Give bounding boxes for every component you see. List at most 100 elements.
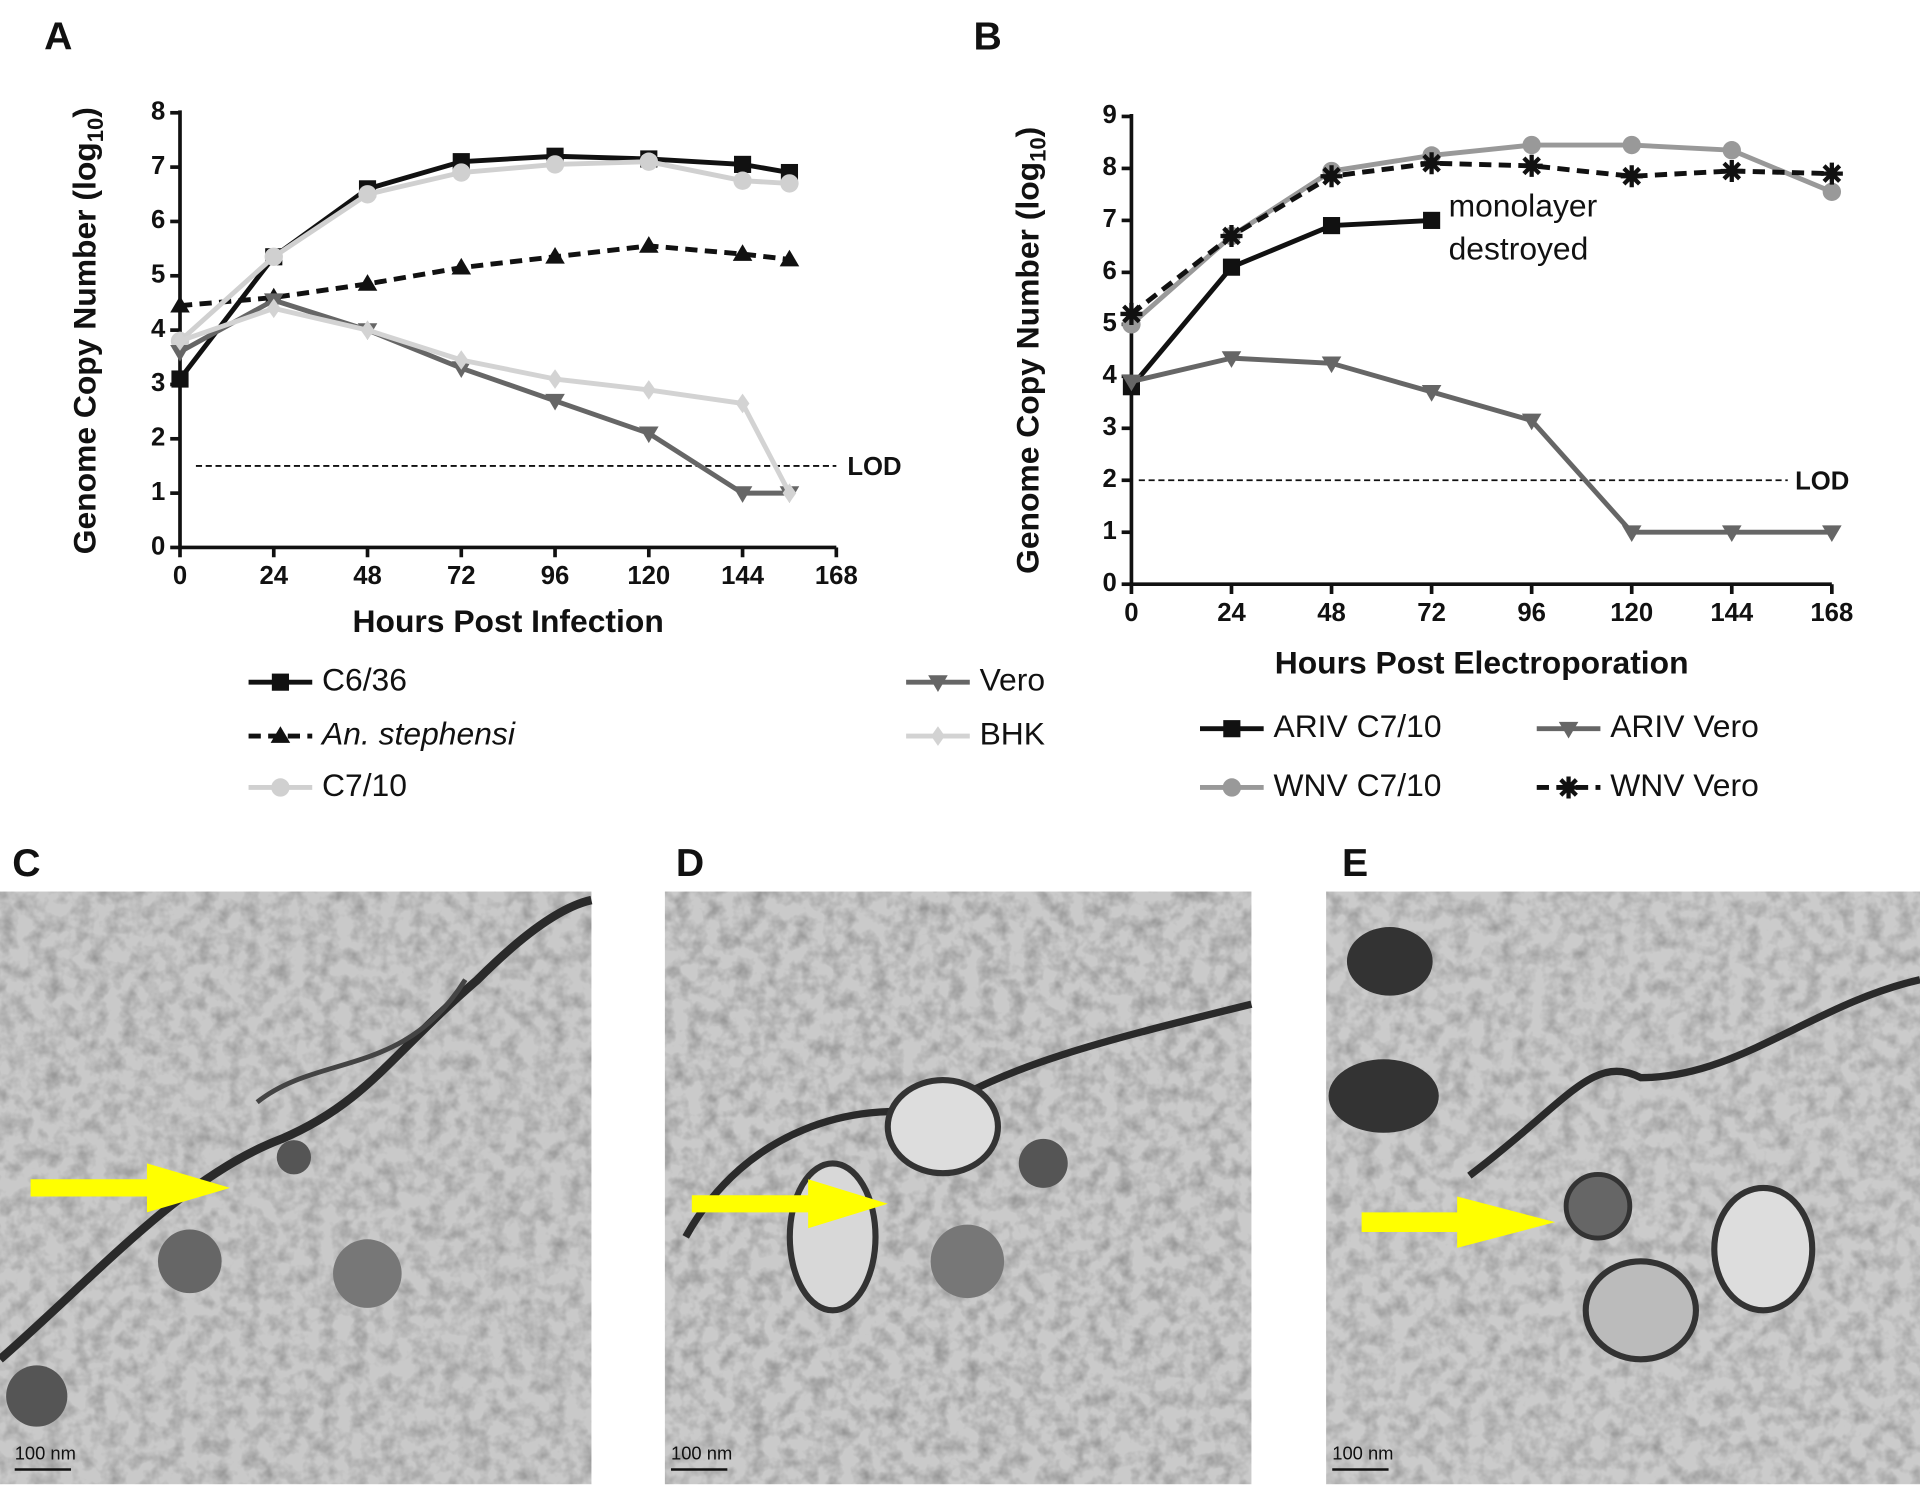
series-line	[179, 305, 792, 495]
marker	[732, 486, 753, 503]
marker	[358, 185, 377, 204]
y-axis-label-part: 10	[1026, 137, 1051, 162]
panel-label: E	[1342, 842, 1368, 885]
marker	[1520, 154, 1543, 177]
scale-bar-label: 100 nm	[15, 1443, 76, 1464]
panel-label: C	[12, 842, 40, 885]
marker	[545, 393, 565, 411]
marker	[1220, 224, 1243, 248]
marker	[733, 171, 752, 190]
legend-label: WNV C7/10	[1273, 767, 1441, 803]
chart: B 0 1 2 3 4 5 6 7 8 9 0 24 48 72 96 120 144 168 Hours Post …	[973, 16, 1853, 803]
x-axis-label: Hours Post Infection	[353, 603, 664, 639]
marker	[454, 350, 469, 370]
marker	[1521, 413, 1542, 431]
legend-marker	[1223, 720, 1241, 738]
x-tick-label: 72	[1417, 599, 1446, 627]
y-tick-label: 5	[1102, 309, 1116, 337]
y-tick-label: 2	[1102, 465, 1116, 493]
marker	[1423, 211, 1441, 229]
marker	[1620, 165, 1643, 188]
scale-bar-label: 100 nm	[671, 1443, 732, 1464]
series-line	[1129, 217, 1432, 389]
micrograph-d	[664, 891, 1253, 1485]
micrograph-e	[1326, 891, 1920, 1485]
marker	[1120, 302, 1143, 325]
marker	[1822, 182, 1842, 201]
legend-marker	[928, 675, 948, 692]
y-tick-label: 7	[1102, 205, 1116, 233]
y-tick-label: 1	[151, 478, 165, 506]
marker	[1720, 160, 1743, 183]
y-axis-label-part: Genome Copy Number (log	[67, 142, 103, 554]
x-tick-label: 48	[1317, 599, 1346, 627]
legend-label: WNV Vero	[1610, 767, 1759, 803]
annotation: destroyed	[1449, 231, 1589, 267]
legend-marker	[271, 778, 290, 797]
marker	[170, 345, 190, 362]
y-axis-label-part: )	[67, 107, 103, 118]
marker	[548, 369, 562, 389]
marker	[639, 152, 658, 171]
marker	[1421, 385, 1442, 402]
marker	[641, 380, 656, 400]
y-tick-label: 3	[151, 369, 165, 397]
marker	[782, 483, 797, 503]
legend-label: An. stephensi	[320, 715, 516, 751]
micrographs	[0, 891, 1920, 1485]
panel-label: A	[44, 16, 72, 59]
marker	[1820, 162, 1843, 185]
marker	[1222, 258, 1241, 276]
y-axis-label: Genome Copy Number (log10)	[1009, 127, 1050, 574]
y-axis-label-part: )	[1009, 127, 1045, 138]
marker	[732, 244, 753, 261]
series-line	[178, 159, 790, 343]
legend-marker	[1558, 721, 1579, 739]
marker	[545, 155, 565, 174]
y-tick-label: 8	[1102, 153, 1116, 181]
x-tick-label: 0	[1124, 599, 1138, 627]
y-tick-label: 0	[151, 532, 165, 560]
marker	[1522, 135, 1541, 155]
y-tick-label: 6	[151, 206, 165, 234]
marker	[170, 295, 190, 313]
lod-label: LOD	[1795, 468, 1849, 496]
lod-label: LOD	[847, 453, 901, 481]
legend-marker	[270, 726, 291, 743]
x-tick-label: 120	[1610, 599, 1653, 627]
y-tick-label: 5	[151, 261, 165, 289]
micrograph-c	[0, 891, 593, 1485]
legend-label: Vero	[980, 662, 1045, 698]
series-line	[178, 153, 790, 381]
marker	[1622, 135, 1641, 155]
x-tick-label: 144	[1710, 599, 1754, 627]
y-axis-label-part: Genome Copy Number (log	[1009, 162, 1045, 574]
x-tick-label: 168	[1810, 599, 1853, 627]
y-tick-label: 8	[151, 98, 165, 126]
x-tick-label: 144	[721, 562, 765, 590]
series-line	[178, 297, 790, 496]
x-tick-label: 24	[1217, 599, 1246, 627]
y-tick-label: 9	[1102, 101, 1116, 129]
marker	[1321, 356, 1342, 374]
marker	[735, 393, 750, 414]
y-tick-label: 6	[1102, 257, 1116, 285]
y-tick-label: 1	[1102, 517, 1116, 545]
x-tick-label: 0	[173, 562, 187, 590]
x-tick-label: 24	[259, 562, 288, 590]
x-tick-label: 48	[353, 562, 382, 590]
legend-label: C7/10	[322, 767, 407, 803]
y-tick-label: 7	[151, 152, 165, 180]
marker	[1722, 141, 1741, 160]
y-tick-label: 0	[1102, 569, 1116, 597]
y-axis-label-part: 10	[83, 118, 108, 143]
y-axis-label: Genome Copy Number (log10)	[67, 107, 108, 554]
marker	[779, 249, 800, 267]
marker	[780, 174, 799, 193]
chart: A 0 1 2 3 4 5 6 7 8 0 24 48 72 96 120 144 168 Hours Post I…	[44, 16, 1045, 803]
marker	[1420, 152, 1443, 175]
legend-marker	[1557, 776, 1580, 799]
legend-label: ARIV Vero	[1610, 708, 1759, 744]
x-tick-label: 168	[815, 562, 858, 590]
